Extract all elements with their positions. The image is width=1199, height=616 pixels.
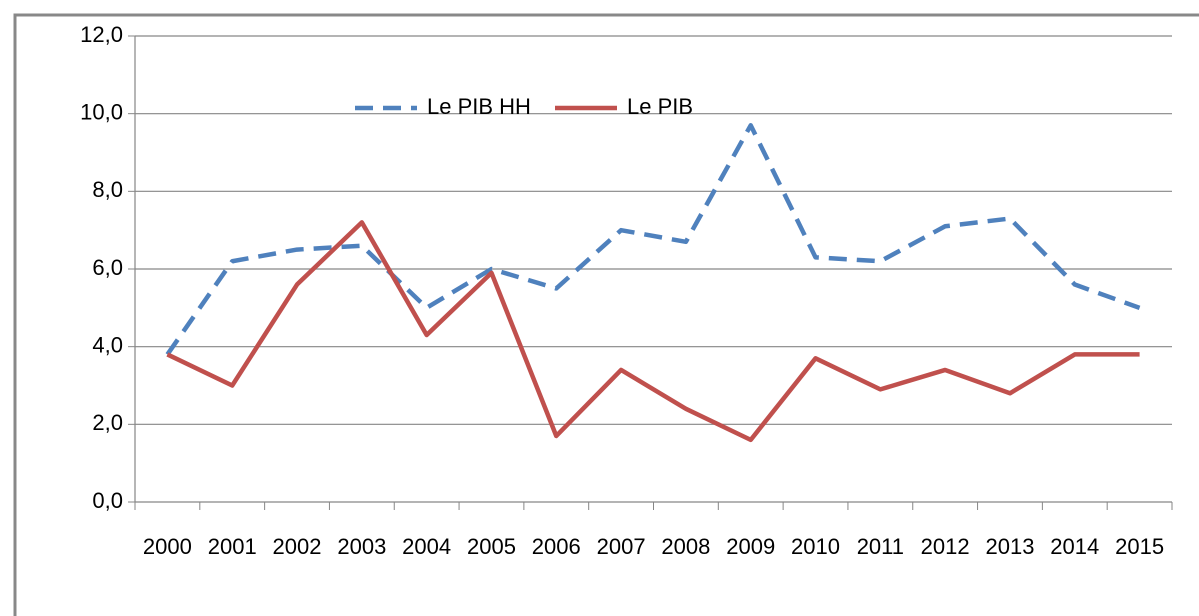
y-tick-label: 8,0 — [92, 177, 123, 202]
x-tick-label: 2005 — [467, 534, 516, 559]
frame — [13, 13, 1199, 616]
y-tick-label: 6,0 — [92, 255, 123, 280]
line-series — [166, 220, 1140, 443]
x-tick-label: 2002 — [273, 534, 322, 559]
x-tick-label: 2014 — [1050, 534, 1099, 559]
legend-label: Le PIB HH — [427, 94, 531, 119]
y-tick-label: 10,0 — [80, 99, 123, 124]
x-tick-label: 2006 — [532, 534, 581, 559]
x-tick-label: 2007 — [597, 534, 646, 559]
y-tick-label: 12,0 — [80, 22, 123, 47]
x-tick-label: 2011 — [857, 534, 904, 559]
x-tick-label: 2008 — [661, 534, 710, 559]
x-tick-label: 2012 — [921, 534, 970, 559]
line-series — [165, 123, 1141, 356]
legend-label: Le PIB — [627, 94, 693, 119]
x-tick-label: 2001 — [208, 534, 257, 559]
y-tick-label: 0,0 — [92, 488, 123, 513]
x-tick-label: 2009 — [726, 534, 775, 559]
x-tick-label: 2013 — [985, 534, 1034, 559]
x-tick-label: 2000 — [143, 534, 192, 559]
x-tick-label: 2010 — [791, 534, 840, 559]
x-tick-label: 2015 — [1115, 534, 1164, 559]
x-tick-label: 2003 — [337, 534, 386, 559]
x-tick-label: 2004 — [402, 534, 451, 559]
y-tick-label: 4,0 — [92, 332, 123, 357]
y-tick-label: 2,0 — [92, 410, 123, 435]
